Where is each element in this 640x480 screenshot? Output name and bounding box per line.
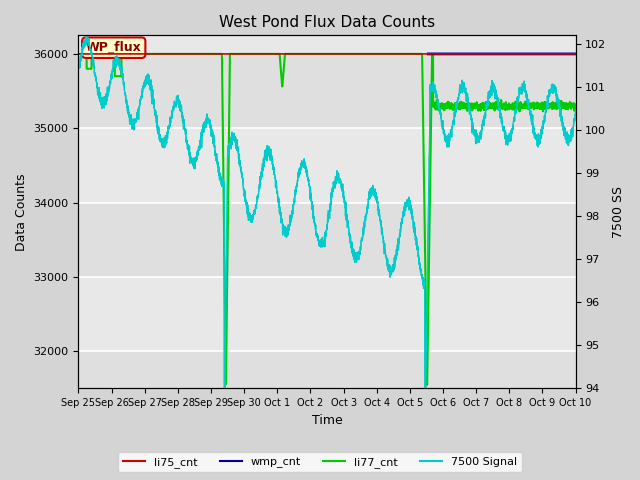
Y-axis label: Data Counts: Data Counts — [15, 173, 28, 251]
Bar — [79, 351, 575, 425]
Y-axis label: 7500 SS: 7500 SS — [612, 186, 625, 238]
Text: WP_flux: WP_flux — [86, 41, 141, 54]
Bar — [79, 54, 575, 128]
Title: West Pond Flux Data Counts: West Pond Flux Data Counts — [219, 15, 435, 30]
Bar — [79, 203, 575, 277]
Legend: li75_cnt, wmp_cnt, li77_cnt, 7500 Signal: li75_cnt, wmp_cnt, li77_cnt, 7500 Signal — [118, 452, 522, 472]
X-axis label: Time: Time — [312, 414, 342, 427]
